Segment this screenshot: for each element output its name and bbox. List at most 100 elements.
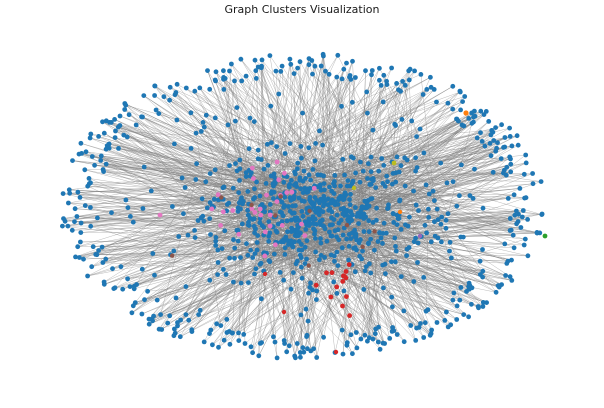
graph-node	[88, 131, 94, 137]
graph-node	[457, 88, 463, 94]
graph-node	[341, 225, 347, 231]
graph-node	[213, 238, 219, 244]
graph-node	[172, 92, 178, 98]
graph-node	[352, 269, 358, 275]
graph-node	[375, 239, 381, 244]
graph-node	[370, 127, 376, 133]
graph-node	[150, 318, 156, 324]
graph-node	[287, 208, 293, 214]
graph-edge	[254, 253, 458, 307]
graph-node	[320, 142, 325, 148]
graph-node	[230, 185, 236, 191]
graph-node	[507, 216, 513, 221]
graph-node	[342, 172, 347, 178]
graph-edge	[169, 239, 357, 317]
graph-edge	[209, 218, 284, 240]
graph-edge	[180, 238, 371, 337]
graph-node	[227, 163, 232, 169]
graph-edge	[284, 118, 469, 206]
graph-node	[188, 110, 194, 116]
graph-node	[78, 220, 84, 226]
graph-edge	[316, 243, 369, 292]
graph-node	[233, 118, 238, 124]
graph-node	[238, 206, 243, 212]
graph-node	[490, 169, 496, 175]
graph-node	[318, 253, 324, 258]
graph-node	[348, 77, 354, 82]
graph-node	[403, 222, 408, 228]
graph-node	[511, 192, 517, 198]
graph-node	[426, 215, 432, 220]
graph-node	[130, 219, 136, 225]
graph-node	[360, 248, 365, 254]
graph-node	[299, 221, 304, 227]
graph-node	[218, 223, 224, 228]
graph-node	[215, 192, 221, 198]
graph-node	[88, 223, 94, 229]
graph-node	[327, 184, 332, 190]
graph-node	[77, 255, 82, 260]
graph-node	[340, 197, 346, 203]
graph-edge	[96, 243, 383, 255]
graph-node	[300, 213, 306, 219]
graph-node	[330, 222, 335, 228]
graph-node	[374, 205, 379, 211]
graph-edge	[353, 158, 361, 217]
graph-node	[360, 168, 366, 174]
graph-node	[489, 127, 495, 133]
graph-node	[100, 260, 106, 265]
graph-node	[518, 225, 524, 230]
graph-node	[480, 304, 486, 309]
graph-node	[493, 125, 498, 130]
graph-node	[284, 190, 290, 196]
graph-node	[262, 204, 267, 210]
graph-node	[293, 203, 298, 209]
graph-edge	[69, 181, 257, 194]
graph-edge	[131, 224, 249, 313]
graph-node	[209, 206, 215, 212]
graph-node	[326, 71, 332, 77]
graph-node	[353, 330, 359, 335]
graph-node	[281, 309, 287, 315]
graph-node	[508, 227, 514, 233]
graph-node	[486, 119, 492, 124]
graph-node	[78, 239, 83, 245]
graph-node	[380, 241, 385, 246]
graph-node	[417, 126, 423, 132]
graph-node	[224, 317, 230, 322]
graph-node	[362, 198, 368, 204]
graph-node	[336, 220, 342, 226]
graph-node	[399, 117, 405, 122]
graph-node	[413, 168, 418, 174]
graph-node	[341, 288, 347, 294]
graph-node	[542, 233, 548, 239]
graph-node	[402, 155, 408, 161]
graph-node	[298, 312, 304, 318]
graph-node	[359, 256, 365, 262]
graph-edge	[92, 156, 242, 199]
graph-edge	[289, 59, 333, 212]
graph-edge	[367, 103, 449, 179]
graph-node	[288, 238, 294, 244]
graph-node	[435, 217, 441, 223]
graph-node	[338, 183, 343, 189]
graph-node	[353, 205, 358, 210]
graph-edge	[144, 229, 239, 300]
graph-node	[267, 212, 273, 218]
graph-node	[363, 264, 369, 269]
graph-node	[358, 159, 363, 165]
graph-node	[390, 325, 395, 330]
graph-node	[366, 203, 372, 209]
graph-node	[182, 185, 188, 190]
graph-node	[263, 181, 269, 186]
graph-node	[372, 247, 377, 253]
graph-node	[127, 284, 133, 289]
graph-node	[332, 179, 337, 184]
graph-node	[372, 229, 377, 234]
graph-node	[347, 209, 352, 215]
graph-node	[445, 100, 451, 106]
graph-node	[428, 84, 434, 90]
graph-node	[341, 66, 347, 72]
graph-node	[241, 332, 247, 337]
graph-node	[502, 135, 508, 140]
